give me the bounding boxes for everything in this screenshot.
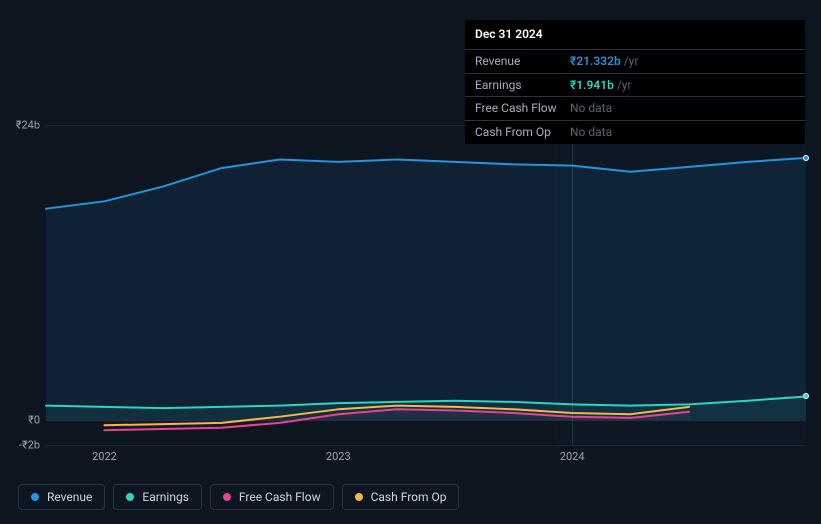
legend-item-cashop[interactable]: Cash From Op: [342, 484, 460, 510]
legend-dot-icon: [31, 493, 39, 501]
legend-item-earnings[interactable]: Earnings: [113, 484, 202, 510]
series-svg: [46, 125, 806, 445]
tooltip-row: Revenue₹21.332b /yr: [465, 49, 805, 73]
chart-legend: Revenue Earnings Free Cash Flow Cash From O…: [18, 484, 459, 510]
x-axis-label: 2024: [560, 450, 585, 463]
tooltip-label: Cash From Op: [475, 124, 570, 141]
tooltip-row: Earnings₹1.941b /yr: [465, 73, 805, 97]
legend-item-revenue[interactable]: Revenue: [18, 484, 105, 510]
tooltip-value: ₹1.941b /yr: [570, 77, 795, 94]
y-axis-label: -₹2b: [19, 439, 40, 452]
legend-dot-icon: [355, 493, 363, 501]
chart-tooltip: Dec 31 2024 Revenue₹21.332b /yrEarnings₹…: [465, 20, 805, 144]
tooltip-label: Revenue: [475, 53, 570, 70]
x-axis: 2022 2023 2024: [46, 450, 806, 470]
y-axis-label: ₹24b: [16, 119, 40, 132]
legend-label: Earnings: [142, 490, 189, 504]
legend-label: Revenue: [47, 490, 92, 504]
x-axis-label: 2022: [92, 450, 117, 463]
legend-dot-icon: [126, 493, 134, 501]
x-axis-label: 2023: [326, 450, 351, 463]
gridline: [46, 445, 806, 446]
tooltip-label: Earnings: [475, 77, 570, 94]
financial-line-chart[interactable]: Past ₹24b₹0-₹2b: [46, 125, 806, 445]
tooltip-value: No data: [570, 124, 795, 141]
legend-dot-icon: [223, 493, 231, 501]
tooltip-label: Free Cash Flow: [475, 100, 570, 117]
tooltip-row: Cash From OpNo data: [465, 120, 805, 144]
series-end-dot-revenue: [803, 155, 809, 161]
tooltip-value: No data: [570, 100, 795, 117]
tooltip-value: ₹21.332b /yr: [570, 53, 795, 70]
tooltip-date: Dec 31 2024: [465, 20, 805, 49]
tooltip-row: Free Cash FlowNo data: [465, 96, 805, 120]
legend-label: Cash From Op: [371, 490, 447, 504]
legend-label: Free Cash Flow: [239, 490, 321, 504]
y-axis-label: ₹0: [28, 414, 40, 427]
series-end-dot-earnings: [803, 393, 809, 399]
series-fill-revenue: [46, 158, 806, 421]
legend-item-fcf[interactable]: Free Cash Flow: [210, 484, 334, 510]
